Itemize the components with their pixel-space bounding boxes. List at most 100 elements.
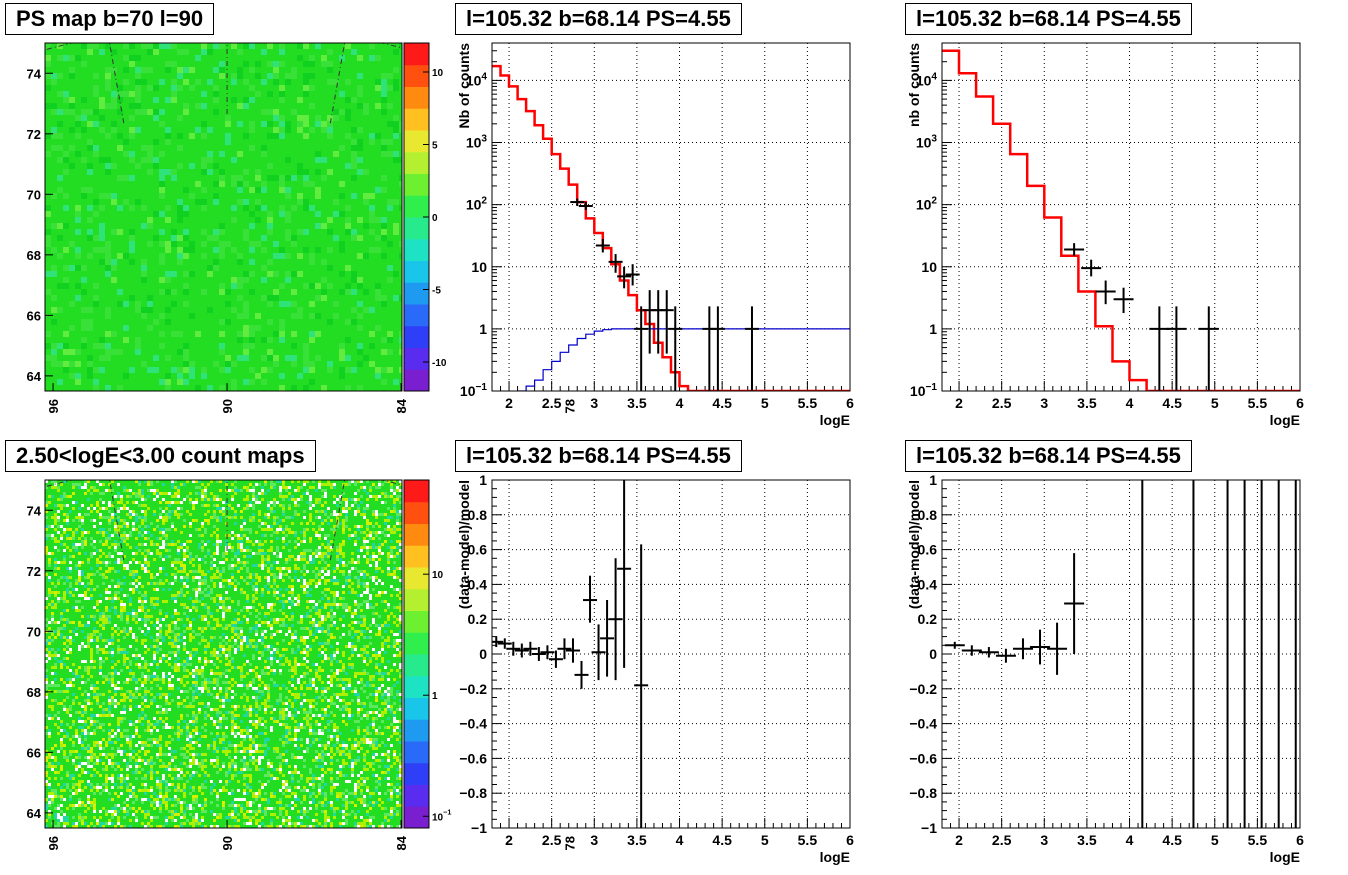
map-pixel <box>132 696 135 699</box>
map-pixel <box>258 675 261 678</box>
map-pixel <box>198 627 201 630</box>
map-pixel <box>135 337 141 343</box>
map-pixel <box>201 546 204 549</box>
map-pixel <box>96 687 99 690</box>
map-pixel <box>315 489 318 492</box>
map-pixel <box>351 642 354 645</box>
map-pixel <box>360 573 363 576</box>
map-pixel <box>339 636 342 639</box>
map-pixel <box>372 705 375 708</box>
map-pixel <box>111 91 117 97</box>
map-pixel <box>255 687 258 690</box>
map-pixel <box>123 540 126 543</box>
map-pixel <box>198 528 201 531</box>
map-pixel <box>165 67 171 73</box>
map-pixel <box>138 678 141 681</box>
map-pixel <box>72 699 75 702</box>
map-pixel <box>156 723 159 726</box>
map-pixel <box>384 702 387 705</box>
map-pixel <box>237 648 240 651</box>
map-pixel <box>309 537 312 540</box>
map-pixel <box>219 570 222 573</box>
map-pixel <box>360 615 363 618</box>
map-pixel <box>144 537 147 540</box>
map-pixel <box>225 687 228 690</box>
map-pixel <box>300 540 303 543</box>
map-pixel <box>246 540 249 543</box>
map-pixel <box>333 579 336 582</box>
map-pixel <box>171 480 174 483</box>
map-pixel <box>387 561 390 564</box>
map-pixel <box>99 205 105 211</box>
map-pixel <box>231 726 234 729</box>
map-pixel <box>171 85 177 91</box>
map-pixel <box>78 594 81 597</box>
map-pixel <box>123 531 126 534</box>
map-pixel <box>297 199 303 205</box>
map-pixel <box>129 663 132 666</box>
map-pixel <box>69 684 72 687</box>
map-pixel <box>51 615 54 618</box>
map-pixel <box>357 361 363 367</box>
map-pixel <box>267 567 270 570</box>
map-pixel <box>225 241 231 247</box>
map-pixel <box>222 510 225 513</box>
map-pixel <box>372 483 375 486</box>
map-pixel <box>57 582 60 585</box>
map-pixel <box>141 618 144 621</box>
map-pixel <box>216 696 219 699</box>
map-pixel <box>303 540 306 543</box>
map-pixel <box>270 618 273 621</box>
map-pixel <box>357 313 363 319</box>
map-pixel <box>303 133 309 139</box>
map-pixel <box>345 367 351 373</box>
map-pixel <box>87 597 90 600</box>
map-pixel <box>381 636 384 639</box>
map-pixel <box>375 564 378 567</box>
map-pixel <box>303 385 309 391</box>
map-pixel <box>159 552 162 555</box>
map-pixel <box>249 337 255 343</box>
map-pixel <box>243 519 246 522</box>
map-pixel <box>321 714 324 717</box>
map-pixel <box>297 567 300 570</box>
map-pixel <box>75 501 78 504</box>
map-pixel <box>222 627 225 630</box>
map-pixel <box>267 696 270 699</box>
map-pixel <box>309 630 312 633</box>
map-pixel <box>393 121 399 127</box>
map-pixel <box>324 657 327 660</box>
map-pixel <box>342 555 345 558</box>
map-pixel <box>369 531 372 534</box>
map-pixel <box>60 702 63 705</box>
map-pixel <box>369 495 372 498</box>
map-pixel <box>333 211 339 217</box>
map-pixel <box>261 534 264 537</box>
map-pixel <box>213 235 219 241</box>
map-pixel <box>279 133 285 139</box>
map-pixel <box>96 681 99 684</box>
map-pixel <box>330 603 333 606</box>
map-pixel <box>180 579 183 582</box>
map-pixel <box>54 666 57 669</box>
map-pixel <box>282 531 285 534</box>
map-pixel <box>69 708 72 711</box>
map-pixel <box>231 73 237 79</box>
map-pixel <box>207 127 213 133</box>
map-pixel <box>330 654 333 657</box>
map-pixel <box>279 480 282 483</box>
map-pixel <box>45 549 48 552</box>
map-pixel <box>87 636 90 639</box>
map-pixel <box>285 648 288 651</box>
map-pixel <box>246 489 249 492</box>
map-pixel <box>213 193 219 199</box>
map-pixel <box>126 612 129 615</box>
map-pixel <box>201 373 207 379</box>
map-pixel <box>297 645 300 648</box>
map-pixel <box>51 618 54 621</box>
map-pixel <box>276 648 279 651</box>
map-pixel <box>132 522 135 525</box>
map-pixel <box>273 657 276 660</box>
map-pixel <box>393 717 396 720</box>
map-pixel <box>378 558 381 561</box>
